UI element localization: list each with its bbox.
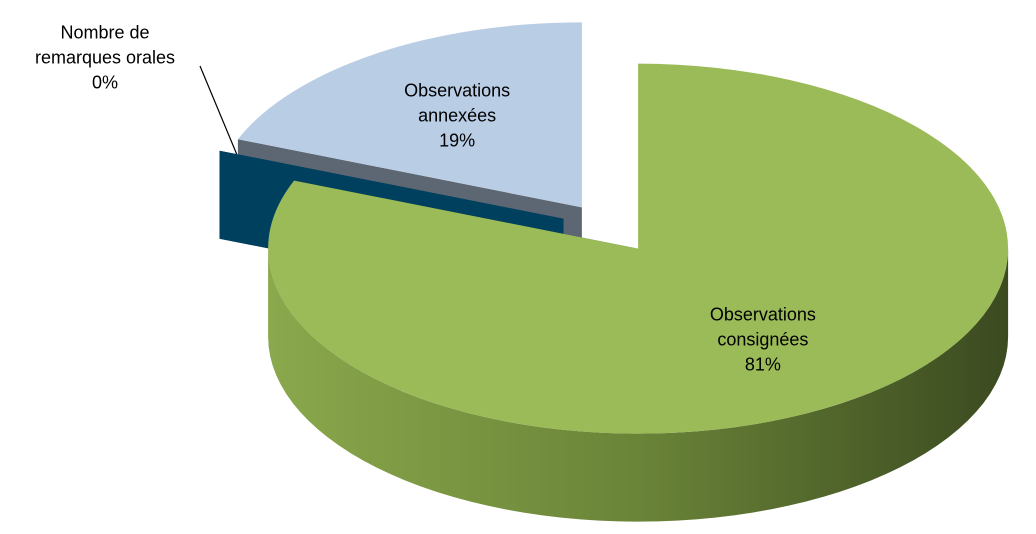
slice-wall	[268, 248, 1009, 522]
data-label: Observations consignées 81%	[678, 303, 848, 378]
label-value: 19%	[439, 130, 476, 151]
label-name: Observations consignées	[709, 304, 816, 350]
label-value: 81%	[744, 354, 781, 375]
label-name: Nombre de remarques orales	[34, 22, 176, 68]
label-value: 0%	[91, 72, 118, 93]
slice	[268, 63, 1009, 434]
data-label: Observations annexées 19%	[372, 78, 542, 153]
label-name: Observations annexées	[404, 80, 511, 126]
leader-line	[199, 65, 238, 155]
data-label: Nombre de remarques orales 0%	[30, 21, 180, 96]
slice	[237, 22, 582, 208]
